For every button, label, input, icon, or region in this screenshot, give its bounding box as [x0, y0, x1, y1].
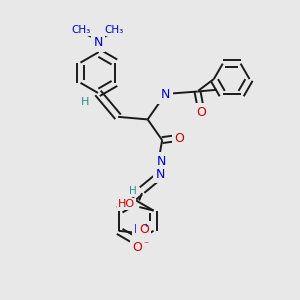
- Text: N: N: [155, 168, 165, 181]
- Text: O: O: [174, 132, 184, 145]
- Text: H: H: [129, 186, 137, 196]
- Text: N: N: [157, 155, 166, 168]
- Text: N: N: [93, 36, 103, 49]
- Text: H: H: [161, 153, 169, 163]
- Text: N: N: [134, 224, 143, 236]
- Text: H: H: [81, 98, 90, 107]
- Text: CH₃: CH₃: [104, 25, 124, 34]
- Text: H: H: [158, 93, 166, 103]
- Text: ⁺: ⁺: [143, 223, 148, 232]
- Text: ⁻: ⁻: [143, 241, 148, 251]
- Text: O: O: [132, 241, 142, 254]
- Text: O: O: [139, 224, 149, 236]
- Text: HO: HO: [118, 199, 135, 209]
- Text: CH₃: CH₃: [71, 25, 91, 34]
- Text: O: O: [196, 106, 206, 119]
- Text: N: N: [161, 88, 170, 100]
